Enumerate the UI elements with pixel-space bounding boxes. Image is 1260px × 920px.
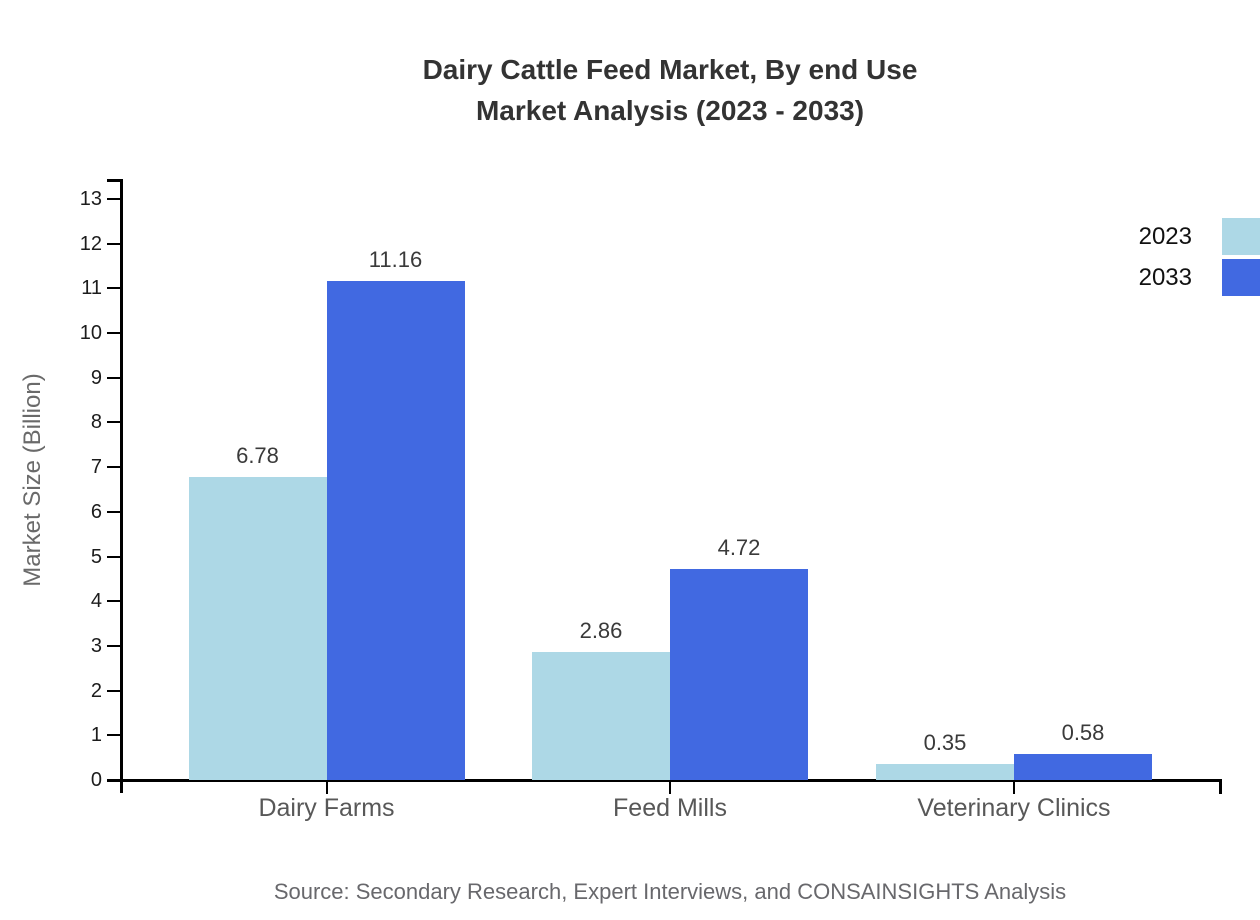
bar-2033-veterinary-clinics <box>1014 754 1152 780</box>
y-tick-label-12: 12 <box>79 232 102 255</box>
x-tick-dairy-farms <box>325 780 328 794</box>
y-tick-label-11: 11 <box>81 277 102 300</box>
y-tick-label-9: 9 <box>90 366 102 389</box>
y-tick-5 <box>107 555 121 558</box>
legend-item-2033: 2033 <box>1139 259 1260 296</box>
y-tick-label-3: 3 <box>90 634 102 657</box>
legend: 2023 2033 <box>1139 218 1260 300</box>
y-tick-label-5: 5 <box>90 545 102 568</box>
bar-2033-dairy-farms <box>326 281 465 780</box>
x-tick-veterinary-clinics <box>1013 780 1015 794</box>
bar-2033-feed-mills <box>670 569 808 780</box>
y-tick-label-0: 0 <box>90 769 102 791</box>
value-label-2033-feed-mills: 4.72 <box>717 535 761 561</box>
y-tick-label-1: 1 <box>90 724 102 747</box>
y-tick-8 <box>107 421 121 424</box>
y-tick-4 <box>107 600 121 603</box>
chart-title-line-1: Dairy Cattle Feed Market, By end Use <box>422 54 918 85</box>
value-label-2033-veterinary-clinics: 0.58 <box>1061 720 1105 746</box>
legend-swatch-2023 <box>1222 218 1260 255</box>
x-axis-spine <box>107 778 1222 782</box>
y-tick-10 <box>107 332 121 335</box>
bar-2023-dairy-farms <box>188 476 327 780</box>
y-tick-label-13: 13 <box>79 188 102 210</box>
y-tick-1 <box>107 734 121 737</box>
value-label-2023-feed-mills: 2.86 <box>579 618 623 644</box>
y-tick-9 <box>107 376 121 379</box>
x-axis-end-tick <box>1219 780 1222 794</box>
x-category-label-veterinary-clinics: Veterinary Clinics <box>917 794 1111 822</box>
y-tick-13 <box>107 198 121 200</box>
x-category-label-feed-mills: Feed Mills <box>613 794 727 822</box>
chart-title: Dairy Cattle Feed Market, By end Use Mar… <box>118 49 1222 131</box>
y-tick-3 <box>107 644 121 647</box>
y-tick-2 <box>107 689 121 692</box>
bar-2023-feed-mills <box>532 652 670 780</box>
y-tick-label-4: 4 <box>90 590 102 613</box>
y-tick-label-8: 8 <box>90 411 102 434</box>
y-axis-top-cap <box>107 178 123 182</box>
source-note: Source: Secondary Research, Expert Inter… <box>273 879 1067 904</box>
legend-label-2023: 2023 <box>1138 222 1192 250</box>
y-tick-6 <box>107 510 121 513</box>
y-tick-7 <box>107 466 121 469</box>
y-tick-label-2: 2 <box>90 679 102 702</box>
x-tick-feed-mills <box>669 780 671 794</box>
value-label-2033-dairy-farms: 11.16 <box>368 247 423 273</box>
y-tick-label-7: 7 <box>90 456 102 479</box>
y-tick-12 <box>107 242 121 245</box>
y-tick-11 <box>107 287 121 290</box>
value-label-2023-dairy-farms: 6.78 <box>236 442 279 468</box>
y-tick-0 <box>107 779 121 781</box>
legend-swatch-2033 <box>1222 259 1260 296</box>
y-tick-label-6: 6 <box>90 500 102 523</box>
x-category-label-dairy-farms: Dairy Farms <box>258 794 395 822</box>
y-axis-spine <box>119 180 123 793</box>
bar-2023-veterinary-clinics <box>876 764 1014 780</box>
value-label-2023-veterinary-clinics: 0.35 <box>923 730 967 756</box>
y-tick-label-10: 10 <box>79 322 102 345</box>
legend-label-2033: 2033 <box>1138 263 1192 291</box>
legend-item-2023: 2023 <box>1139 218 1260 255</box>
chart-title-line-2: Market Analysis (2023 - 2033) <box>475 95 865 126</box>
